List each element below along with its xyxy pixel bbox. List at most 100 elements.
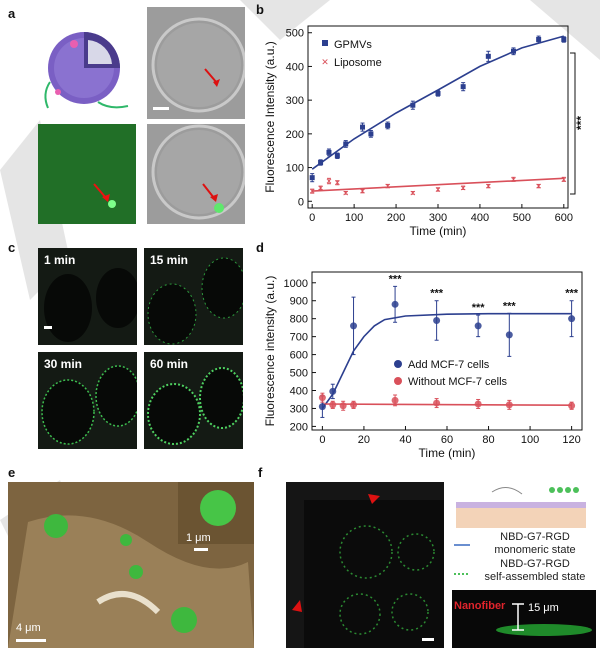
- data-point: ✕: [384, 182, 391, 191]
- data-point: [435, 90, 441, 96]
- significance-bracket: [570, 52, 576, 195]
- legend-marker: ✕: [321, 57, 329, 67]
- data-point: [318, 403, 326, 411]
- gpmv-brightfield-image: [147, 7, 245, 119]
- y-tick-label: 1000: [284, 278, 308, 290]
- chart-d: 0 20 40 60 80 100 120 200 300 400 500 600 700 800 900 1…: [263, 271, 583, 460]
- data-point: [318, 394, 326, 402]
- data-point: [505, 401, 513, 409]
- data-point: [510, 48, 516, 54]
- y-tick-label: 400: [290, 386, 308, 398]
- data-point: [433, 399, 441, 407]
- data-point: [385, 122, 391, 128]
- data-point: [391, 396, 399, 404]
- significance-mark: ***: [574, 116, 588, 130]
- significance-mark: ***: [472, 302, 486, 314]
- confocal-1min: 1 min: [38, 248, 137, 345]
- data-point: [474, 322, 482, 330]
- panel-letter-b: b: [256, 2, 264, 17]
- x-axis-label: Time (min): [419, 446, 476, 460]
- x-tick-label: 500: [513, 212, 531, 224]
- sem-image: 4 μm 1 μm: [8, 482, 254, 648]
- time-label-15min: 15 min: [150, 253, 189, 267]
- confocal-30min: 30 min: [38, 352, 137, 449]
- legend-marker: [322, 40, 328, 46]
- x-tick-label: 600: [555, 212, 573, 224]
- fit-line: [322, 403, 572, 406]
- confocal-3d-image: [286, 482, 444, 648]
- data-point: [391, 300, 399, 308]
- data-point: [326, 149, 332, 155]
- gpmv-merged-image: [147, 124, 245, 224]
- significance-mark: ***: [389, 273, 403, 285]
- legend-marker: [394, 360, 402, 368]
- data-point: ✕: [409, 189, 416, 198]
- confocal-15min: 15 min: [144, 248, 243, 345]
- y-tick-label: 200: [286, 129, 304, 141]
- x-tick-label: 40: [399, 434, 411, 446]
- chart-b: 0 100 200 300 400 500 600 0 100 200 300 400 500 Time …: [263, 25, 588, 238]
- fit-line: [312, 177, 564, 192]
- legend-assembled-label: NBD-G7-RGD self-assembled state: [484, 558, 586, 583]
- data-point: [474, 400, 482, 408]
- data-point: [568, 315, 576, 323]
- data-point: [368, 131, 374, 137]
- data-point: [334, 153, 340, 159]
- data-point: ✕: [435, 185, 442, 194]
- y-tick-label: 300: [290, 403, 308, 415]
- nanofiber-label: Nanofiber: [454, 600, 506, 612]
- x-tick-label: 80: [482, 434, 494, 446]
- data-point: [350, 322, 358, 330]
- data-point: [485, 53, 491, 59]
- sem-inset-scale-label: 1 μm: [186, 532, 211, 544]
- fit-line: [321, 312, 572, 409]
- fit-line: [311, 35, 565, 170]
- legend-label: Without MCF-7 cells: [408, 376, 508, 388]
- data-point: [329, 387, 337, 395]
- x-tick-label: 0: [319, 434, 325, 446]
- data-point: [568, 402, 576, 410]
- data-point: [536, 36, 542, 42]
- y-tick-label: 0: [298, 196, 304, 208]
- y-axis-label: Fluorescence intensity (a.u.): [263, 276, 277, 427]
- x-tick-label: 0: [309, 212, 315, 224]
- legend-label: GPMVs: [334, 39, 372, 51]
- legend-monomeric-marker: [454, 544, 470, 546]
- x-tick-label: 100: [521, 434, 539, 446]
- panel-letter-a: a: [8, 6, 16, 21]
- data-point: ✕: [326, 177, 333, 186]
- panel-letter-c: c: [8, 240, 16, 255]
- vesicle-illustration: [44, 32, 129, 109]
- x-tick-label: 400: [471, 212, 489, 224]
- data-point: [433, 316, 441, 324]
- data-point: ✕: [485, 182, 492, 191]
- panel-letter-f: f: [258, 465, 263, 480]
- x-tick-label: 20: [358, 434, 370, 446]
- data-point: ✕: [334, 179, 341, 188]
- data-point: [339, 402, 347, 410]
- data-point: ✕: [317, 184, 324, 193]
- significance-mark: ***: [565, 288, 579, 300]
- y-tick-label: 900: [290, 296, 308, 308]
- legend-label: Liposome: [334, 57, 382, 69]
- panel-letter-d: d: [256, 240, 264, 255]
- data-point: [318, 160, 324, 165]
- height-label: 15 μm: [528, 602, 559, 614]
- x-tick-label: 100: [345, 212, 363, 224]
- data-point: [309, 175, 315, 181]
- assembly-schematic: [456, 487, 586, 528]
- data-point: ✕: [535, 182, 542, 191]
- data-point: [561, 36, 567, 42]
- x-tick-label: 300: [429, 212, 447, 224]
- data-point: ✕: [342, 189, 349, 198]
- data-point: [460, 84, 466, 90]
- y-tick-label: 700: [290, 332, 308, 344]
- x-axis-label: Time (min): [410, 224, 467, 238]
- significance-mark: ***: [503, 300, 517, 312]
- data-point: [350, 401, 358, 409]
- data-point: ✕: [510, 175, 517, 184]
- legend-label: Add MCF-7 cells: [408, 359, 490, 371]
- y-tick-label: 800: [290, 314, 308, 326]
- sem-scale-label: 4 μm: [16, 622, 41, 634]
- y-tick-label: 600: [290, 350, 308, 362]
